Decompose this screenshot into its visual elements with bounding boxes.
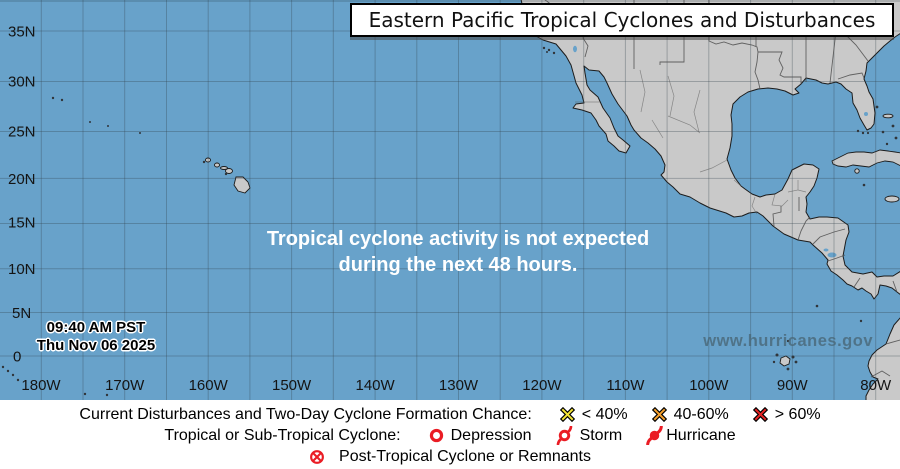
lon-label: 170W xyxy=(105,377,145,394)
chance-medium-text: 40-60% xyxy=(673,405,729,423)
latitude-labels: 35N 30N 25N 20N 15N 10N 5N 0 xyxy=(8,24,36,366)
depression-item: Depression xyxy=(429,427,532,445)
storm-text: Storm xyxy=(579,426,623,444)
legend-row-formation-chance: Current Disturbances and Two-Day Cyclone… xyxy=(0,404,900,425)
post-tropical-item: Post-Tropical Cyclone or Remnants xyxy=(309,448,591,466)
lon-label: 100W xyxy=(689,377,729,394)
isla-juventud xyxy=(854,168,860,174)
lat-label: 0 xyxy=(13,349,21,366)
mexico-state-borders xyxy=(575,69,807,215)
lon-label: 110W xyxy=(606,377,645,394)
lon-label: 120W xyxy=(522,377,562,394)
lat-label: 30N xyxy=(8,74,36,91)
storm-item: Storm xyxy=(556,426,623,445)
florida-keys xyxy=(856,129,870,135)
legend-row-cyclone-types: Tropical or Sub-Tropical Cyclone: Depres… xyxy=(0,425,900,446)
legend-panel: Current Disturbances and Two-Day Cyclone… xyxy=(0,400,900,469)
lon-label: 150W xyxy=(272,377,312,394)
lakes xyxy=(573,45,868,258)
lat-label: 20N xyxy=(8,171,36,188)
chance-high-text: > 60% xyxy=(774,405,821,423)
bahamas-islands xyxy=(875,105,898,146)
chance-low-text: < 40% xyxy=(581,405,628,423)
hurricanes-gov-watermark: www.hurricanes.gov xyxy=(703,332,873,350)
cyclone-type-label: Tropical or Sub-Tropical Cyclone: xyxy=(164,426,401,444)
chance-medium-item: 40-60% xyxy=(651,405,729,424)
x-icon-orange xyxy=(651,407,667,422)
cayman-island xyxy=(862,183,866,187)
longitude-gridlines xyxy=(40,0,877,400)
lat-label: 5N xyxy=(12,305,31,322)
timestamp-date: Thu Nov 06 2025 xyxy=(36,337,156,354)
chance-high-item: > 60% xyxy=(752,405,821,424)
post-tropical-icon xyxy=(310,449,324,464)
pacific-map-graphic: 35N 30N 25N 20N 15N 10N 5N 0 180W 170W 1… xyxy=(0,0,900,400)
map-canvas[interactable]: 35N 30N 25N 20N 15N 10N 5N 0 180W 170W 1… xyxy=(0,0,900,400)
lat-label: 35N xyxy=(8,24,36,41)
chance-low-item: < 40% xyxy=(559,405,628,424)
depression-text: Depression xyxy=(450,426,532,444)
lon-label: 160W xyxy=(189,377,229,394)
lat-label: 10N xyxy=(8,261,36,278)
hawaiian-islands xyxy=(51,96,251,194)
country-borders xyxy=(772,197,900,378)
lat-label: 25N xyxy=(8,124,36,141)
x-icon-yellow xyxy=(559,407,575,422)
galapagos-islands xyxy=(772,339,798,371)
longitude-labels: 180W 170W 160W 150W 140W 130W 120W 110W … xyxy=(21,377,892,394)
outlook-message-line1: Tropical cyclone activity is not expecte… xyxy=(266,228,650,250)
legend-row-post-tropical: Post-Tropical Cyclone or Remnants xyxy=(0,446,900,467)
hurricane-text: Hurricane xyxy=(666,426,736,444)
lon-label: 90W xyxy=(777,377,809,394)
formation-chance-label: Current Disturbances and Two-Day Cyclone… xyxy=(79,405,532,423)
south-america-landmass xyxy=(865,317,900,400)
lon-label: 180W xyxy=(21,377,61,394)
lon-label: 80W xyxy=(860,377,892,394)
outlook-message: Tropical cyclone activity is not expecte… xyxy=(16,226,900,278)
map-title: Eastern Pacific Tropical Cyclones and Di… xyxy=(368,8,876,32)
timestamp-time: 09:40 AM PST xyxy=(46,319,146,336)
lat-label: 15N xyxy=(8,215,36,232)
outlook-message-line2: during the next 48 hours. xyxy=(338,254,578,276)
tropical-storm-icon xyxy=(556,426,572,445)
issuance-timestamp: 09:40 AM PST Thu Nov 06 2025 xyxy=(30,319,162,355)
x-icon-red xyxy=(752,407,768,422)
map-title-box: Eastern Pacific Tropical Cyclones and Di… xyxy=(350,3,894,37)
lon-label: 130W xyxy=(439,377,479,394)
depression-circle-icon xyxy=(429,428,443,443)
jamaica-island xyxy=(884,195,900,203)
hurricane-icon xyxy=(646,426,664,445)
cuba-island xyxy=(831,149,900,168)
small-pacific-islands xyxy=(1,46,863,397)
lon-label: 140W xyxy=(356,377,396,394)
post-tropical-text: Post-Tropical Cyclone or Remnants xyxy=(339,447,591,465)
hurricane-item: Hurricane xyxy=(646,426,736,445)
